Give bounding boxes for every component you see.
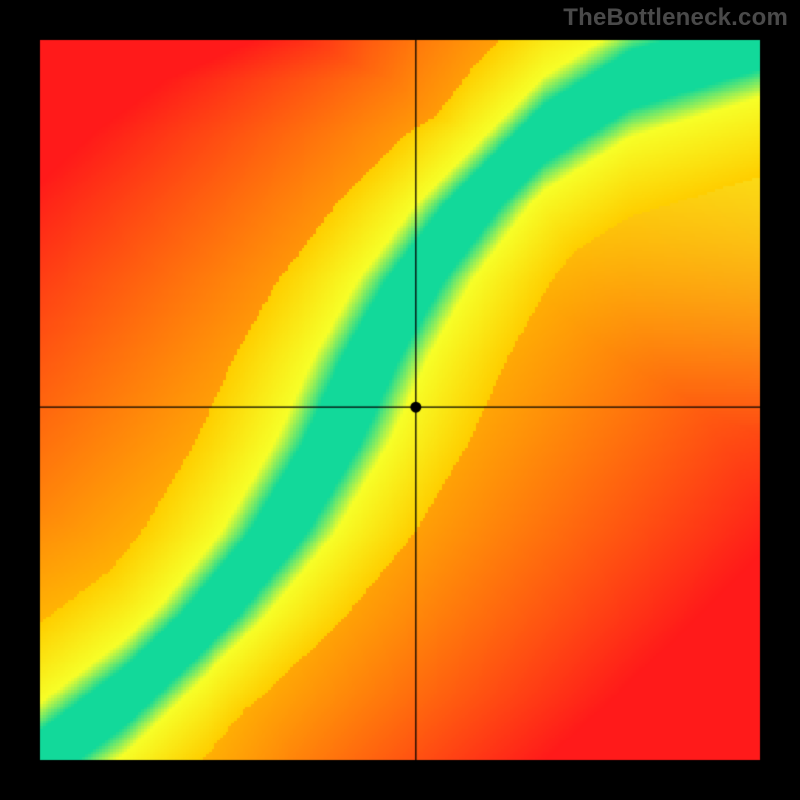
watermark-text: TheBottleneck.com (563, 4, 788, 32)
bottleneck-heatmap (0, 0, 800, 800)
